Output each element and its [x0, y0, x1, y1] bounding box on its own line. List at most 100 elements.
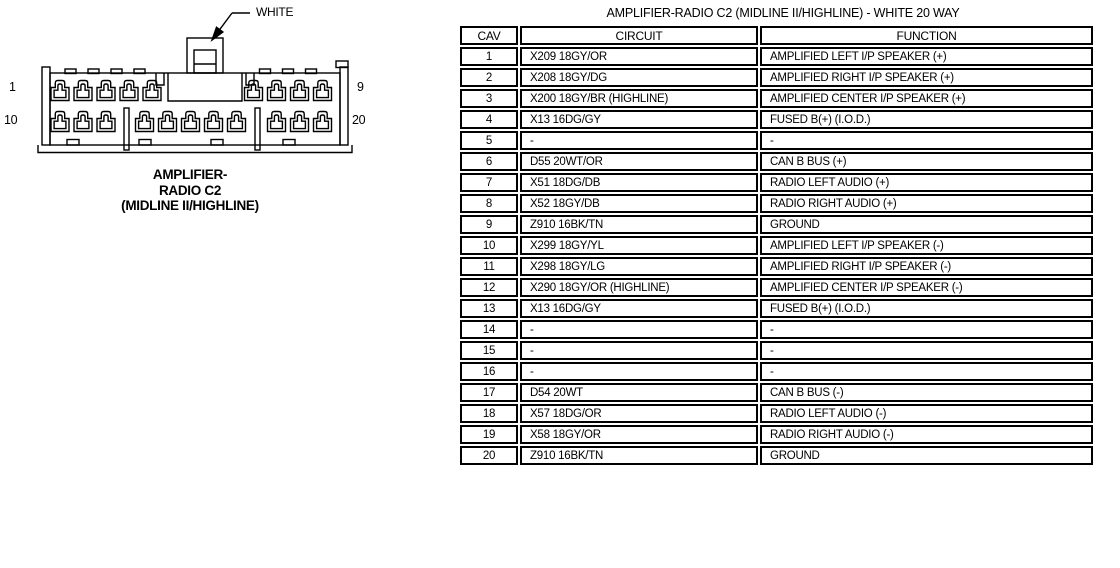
header-circuit: CIRCUIT — [520, 26, 758, 45]
cell-function: AMPLIFIED CENTER I/P SPEAKER (-) — [760, 278, 1093, 297]
connector-drawing — [37, 12, 353, 154]
cell-circuit: X13 16DG/GY — [520, 299, 758, 318]
pin-number-top-right: 9 — [357, 80, 364, 94]
connector-caption-line-2: RADIO C2 — [158, 182, 222, 198]
connector-caption-line-3: (MIDLINE II/HIGHLINE) — [121, 198, 259, 213]
cell-circuit: Z910 16BK/TN — [520, 446, 758, 465]
cell-circuit: X290 18GY/OR (HIGHLINE) — [520, 278, 758, 297]
cell-circuit: Z910 16BK/TN — [520, 215, 758, 234]
cell-cav: 4 — [460, 110, 518, 129]
table-row: 5-- — [460, 131, 1093, 150]
cell-cav: 1 — [460, 47, 518, 66]
table-row: 3 X200 18GY/BR (HIGHLINE) AMPLIFIED CENTER… — [460, 89, 1093, 108]
cell-cav: 19 — [460, 425, 518, 444]
connector-caption-line-1: AMPLIFIER- — [152, 167, 228, 182]
cell-circuit: X58 18GY/OR — [520, 425, 758, 444]
pin-number-bottom-right: 20 — [352, 113, 366, 127]
header-function: FUNCTION — [760, 26, 1093, 45]
table-row: 8 X52 18GY/DB RADIO RIGHT AUDIO (+) — [460, 194, 1093, 213]
cell-function: AMPLIFIED LEFT I/P SPEAKER (+) — [760, 47, 1093, 66]
table-header-row: CAV CIRCUIT FUNCTION — [460, 26, 1093, 45]
table-row: 4 X13 16DG/GY FUSED B(+) (I.O.D.) — [460, 110, 1093, 129]
cell-function: - — [760, 131, 1093, 150]
cell-function: RADIO RIGHT AUDIO (+) — [760, 194, 1093, 213]
cell-circuit: - — [520, 362, 758, 381]
table-row: 17 D54 20WT CAN B BUS (-) — [460, 383, 1093, 402]
cell-circuit: X209 18GY/OR — [520, 47, 758, 66]
header-cav: CAV — [460, 26, 518, 45]
cell-circuit: - — [520, 320, 758, 339]
cell-circuit: D55 20WT/OR — [520, 152, 758, 171]
connector-body — [37, 60, 353, 154]
pin-terminals-bottom-row — [50, 110, 333, 133]
cell-function: FUSED B(+) (I.O.D.) — [760, 299, 1093, 318]
cell-cav: 3 — [460, 89, 518, 108]
cell-cav: 9 — [460, 215, 518, 234]
cell-cav: 13 — [460, 299, 518, 318]
table-row: 15- - — [460, 341, 1093, 360]
cell-circuit: X52 18GY/DB — [520, 194, 758, 213]
pinout-table-body: 1 X209 18GY/OR AMPLIFIED LEFT I/P SPEAKER … — [460, 47, 1093, 465]
cell-function: GROUND — [760, 215, 1093, 234]
table-row: 2 X208 18GY/DG AMPLIFIED RIGHT I/P SPEAKER… — [460, 68, 1093, 87]
table-row: 7 X51 18DG/DB RADIO LEFT AUDIO (+) — [460, 173, 1093, 192]
table-row: 14- - — [460, 320, 1093, 339]
cell-function: RADIO LEFT AUDIO (+) — [760, 173, 1093, 192]
table-row: 6 D55 20WT/OR CAN B BUS (+) — [460, 152, 1093, 171]
cell-circuit: X51 18DG/DB — [520, 173, 758, 192]
cell-function: - — [760, 362, 1093, 381]
table-row: 19 X58 18GY/OR RADIO RIGHT AUDIO (-) — [460, 425, 1093, 444]
connector-caption: AMPLIFIER- RADIO C2 (MIDLINE II/HIGHLINE… — [88, 167, 292, 214]
cell-circuit: X208 18GY/DG — [520, 68, 758, 87]
cell-function: RADIO LEFT AUDIO (-) — [760, 404, 1093, 423]
cell-cav: 14 — [460, 320, 518, 339]
cell-function: FUSED B(+) (I.O.D.) — [760, 110, 1093, 129]
cell-circuit: D54 20WT — [520, 383, 758, 402]
connector-flange — [37, 145, 353, 154]
table-row: 18 X57 18DG/OR RADIO LEFT AUDIO (-) — [460, 404, 1093, 423]
cell-circuit: X299 18GY/YL — [520, 236, 758, 255]
table-row: 13 X13 16DG/GY FUSED B(+) (I.O.D.) — [460, 299, 1093, 318]
pin-terminals-top-row — [50, 79, 333, 102]
cell-function: AMPLIFIED LEFT I/P SPEAKER (-) — [760, 236, 1093, 255]
cell-circuit: - — [520, 341, 758, 360]
cell-function: AMPLIFIED RIGHT I/P SPEAKER (-) — [760, 257, 1093, 276]
cell-function: CAN B BUS (-) — [760, 383, 1093, 402]
cell-cav: 2 — [460, 68, 518, 87]
cell-cav: 5 — [460, 131, 518, 150]
cell-function: AMPLIFIED RIGHT I/P SPEAKER (+) — [760, 68, 1093, 87]
color-leader-arrow — [210, 12, 250, 42]
cell-cav: 10 — [460, 236, 518, 255]
cell-cav: 12 — [460, 278, 518, 297]
cell-function: CAN B BUS (+) — [760, 152, 1093, 171]
pin-number-top-left: 1 — [9, 80, 16, 94]
table-row: 1 X209 18GY/OR AMPLIFIED LEFT I/P SPEAKER … — [460, 47, 1093, 66]
cell-cav: 15 — [460, 341, 518, 360]
pin-number-bottom-left: 10 — [4, 113, 18, 127]
cell-cav: 18 — [460, 404, 518, 423]
pinout-section: AMPLIFIER-RADIO C2 (MIDLINE II/HIGHLINE)… — [458, 6, 1108, 467]
cell-circuit: X200 18GY/BR (HIGHLINE) — [520, 89, 758, 108]
cell-cav: 8 — [460, 194, 518, 213]
cell-circuit: X298 18GY/LG — [520, 257, 758, 276]
table-row: 16- - — [460, 362, 1093, 381]
cell-circuit: - — [520, 131, 758, 150]
cell-circuit: X57 18DG/OR — [520, 404, 758, 423]
cell-cav: 17 — [460, 383, 518, 402]
cell-function: - — [760, 320, 1093, 339]
cell-circuit: X13 16DG/GY — [520, 110, 758, 129]
pinout-table: CAV CIRCUIT FUNCTION 1 X209 18GY/OR AMPLIF… — [458, 24, 1095, 467]
connector-diagram: WHITE 1 9 10 20 AMPLIFIER- RADIO C2 (MID… — [0, 0, 460, 250]
cell-cav: 20 — [460, 446, 518, 465]
cell-cav: 11 — [460, 257, 518, 276]
cell-cav: 7 — [460, 173, 518, 192]
cell-function: RADIO RIGHT AUDIO (-) — [760, 425, 1093, 444]
table-row: 20 Z910 16BK/TN GROUND — [460, 446, 1093, 465]
connector-color-label: WHITE — [256, 5, 294, 19]
table-row: 10 X299 18GY/YL AMPLIFIED LEFT I/P SPEAKER… — [460, 236, 1093, 255]
table-row: 12 X290 18GY/OR (HIGHLINE) AMPLIFIED CENTE… — [460, 278, 1093, 297]
cell-cav: 16 — [460, 362, 518, 381]
table-title: AMPLIFIER-RADIO C2 (MIDLINE II/HIGHLINE)… — [606, 6, 960, 20]
cell-cav: 6 — [460, 152, 518, 171]
